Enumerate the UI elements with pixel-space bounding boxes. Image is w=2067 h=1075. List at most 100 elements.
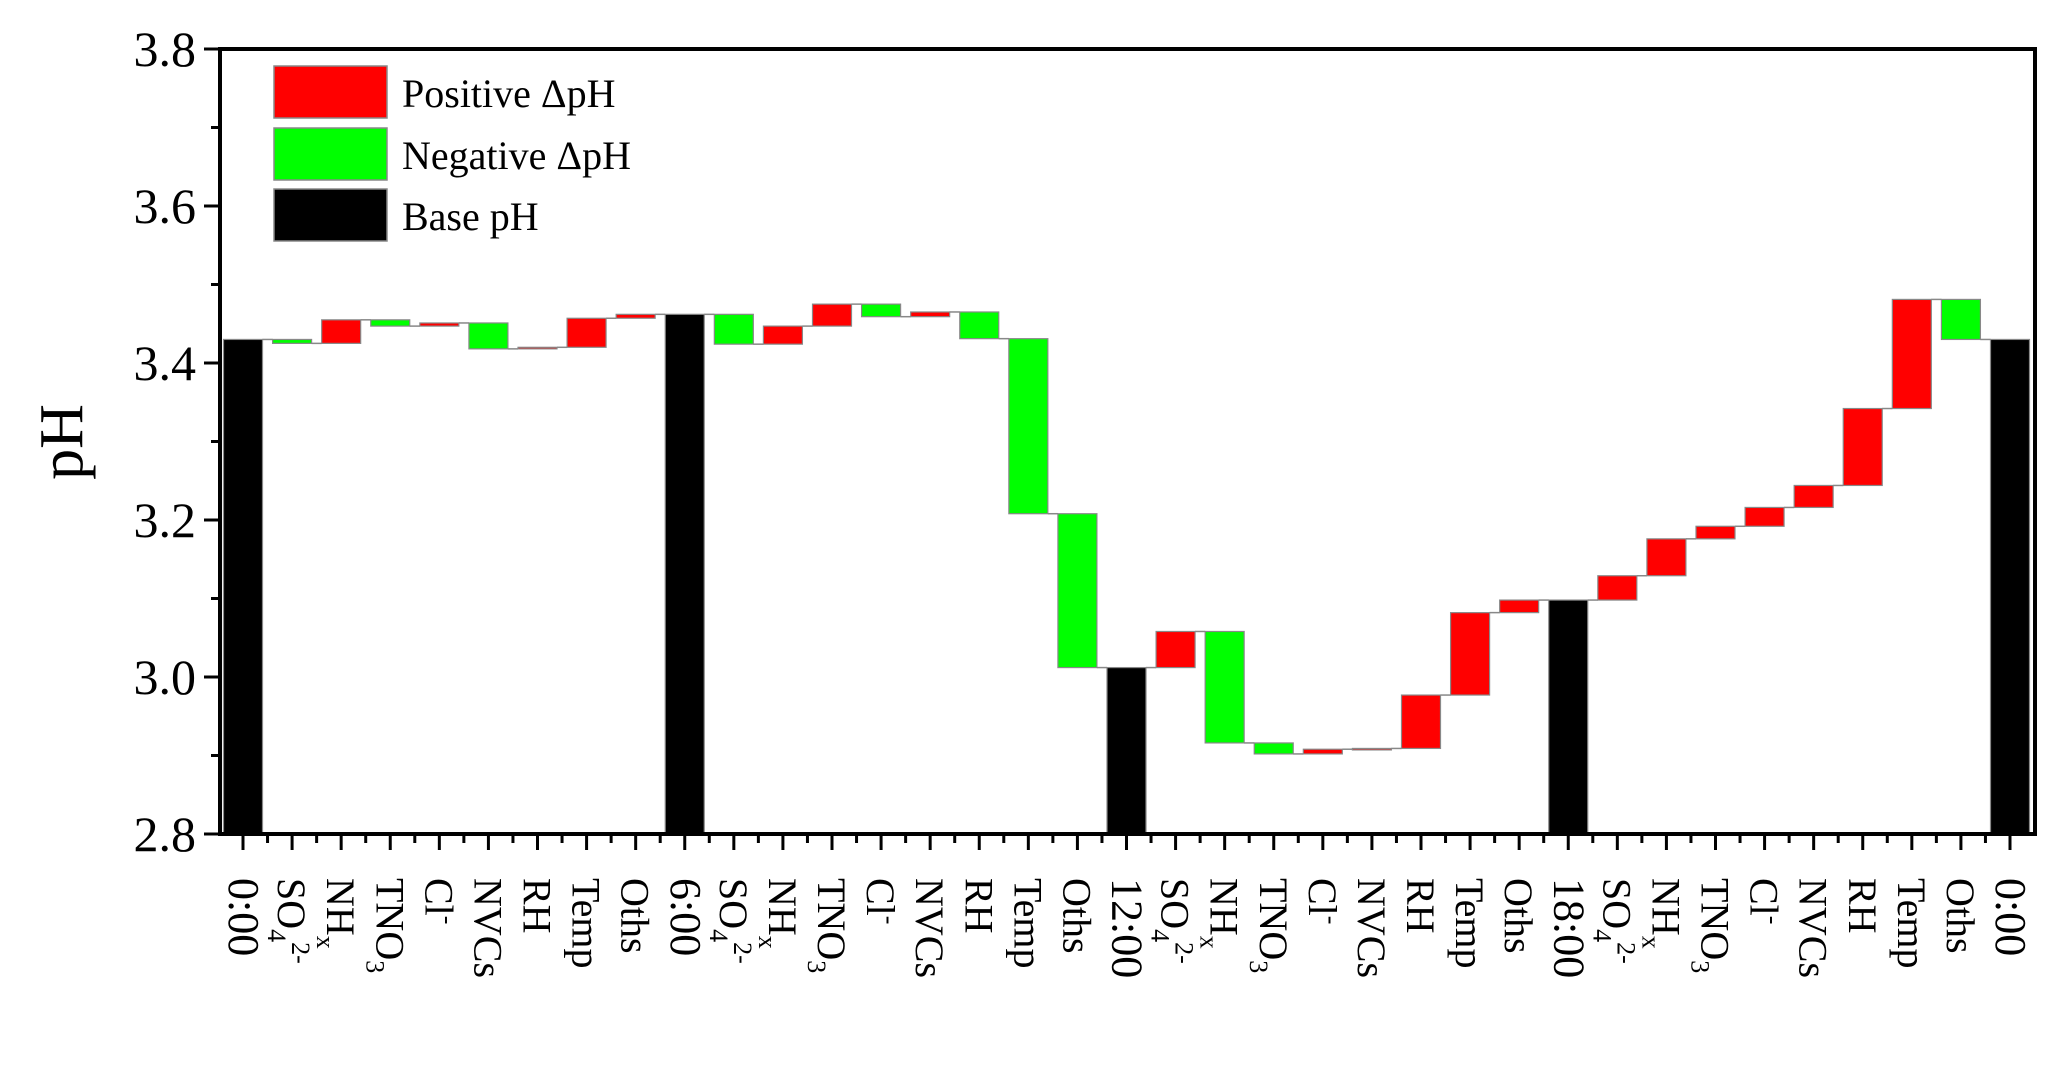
negative-delta-bar: [1204, 630, 1245, 744]
x-tick-label: TNO3: [360, 878, 412, 973]
x-tick-label: NHx: [311, 878, 363, 949]
base-ph-bar: [664, 313, 705, 835]
x-tick-label: 0:00: [1986, 878, 2035, 956]
x-tick-label: TNO3: [802, 878, 854, 973]
x-tick-label-main: Temp: [1447, 878, 1492, 969]
x-tick-label: Oths: [1496, 878, 1541, 954]
x-tick-label-subscript: 3: [802, 960, 831, 973]
positive-delta-bar: [517, 346, 558, 350]
x-tick-label-superscript: -: [1317, 916, 1346, 925]
x-tick-label-main: NH: [1643, 878, 1688, 936]
x-tick-label: Cl-: [1742, 878, 1788, 924]
negative-delta-bar: [1253, 742, 1294, 755]
negative-delta-bar: [370, 319, 411, 327]
x-tick-label-main: 6:00: [661, 878, 710, 956]
positive-delta-bar: [1449, 612, 1491, 696]
y-tick-label: 3.6: [134, 178, 197, 234]
positive-delta-bar: [910, 311, 951, 318]
x-tick-label-subscript: 4: [262, 929, 291, 942]
x-tick-label-main: SO: [269, 878, 314, 929]
positive-delta-bar: [1842, 407, 1883, 487]
x-tick-label-main: Cl: [1742, 878, 1787, 916]
positive-delta-bar: [566, 317, 607, 348]
y-axis-label: pH: [28, 404, 96, 480]
x-tick-label: Temp: [1005, 878, 1050, 969]
x-tick-label-main: NVCs: [907, 878, 952, 978]
x-tick-label-subscript: 4: [1587, 929, 1616, 942]
positive-delta-bar: [1351, 747, 1393, 751]
x-tick-label: NHx: [1636, 878, 1688, 949]
x-tick-label-main: NH: [318, 878, 363, 936]
base-ph-bar: [1548, 599, 1589, 835]
x-tick-label-main: TNO: [1693, 878, 1738, 960]
x-tick-label-main: TNO: [1251, 878, 1296, 960]
x-tick-label-main: NH: [1202, 878, 1247, 936]
bars-layer: [222, 298, 2031, 835]
x-tick-label-subscript: x: [1636, 936, 1665, 949]
x-tick-label: 6:00: [661, 878, 710, 956]
x-tick-label: NVCs: [1349, 878, 1394, 978]
x-tick-label: Cl-: [858, 878, 904, 924]
base-ph-bar: [1989, 338, 2031, 835]
x-tick-label: NVCs: [465, 878, 510, 978]
x-tick-label-main: Cl: [1300, 878, 1345, 916]
x-tick-label: NVCs: [907, 878, 952, 978]
x-tick-label: NHx: [753, 878, 805, 949]
x-tick-label-superscript: -: [875, 916, 904, 925]
x-tick-label-subscript: 3: [360, 960, 389, 973]
x-tick-label-main: SO: [1594, 878, 1639, 929]
x-tick-label-main: Oths: [613, 878, 658, 954]
y-tick-label: 3.0: [134, 649, 197, 705]
positive-delta-bar: [1400, 694, 1442, 750]
positive-delta-bar: [1744, 506, 1785, 527]
x-tick-label-superscript: 2-: [1170, 942, 1199, 964]
x-tick-label: Cl-: [416, 878, 462, 924]
x-tick-label: RH: [1840, 878, 1885, 934]
positive-delta-bar: [1793, 484, 1834, 509]
connectors-layer: [262, 298, 1991, 755]
x-tick-label-main: NVCs: [1349, 878, 1394, 978]
x-tick-label-main: 0:00: [219, 878, 268, 956]
negative-delta-bar: [1057, 513, 1098, 669]
positive-delta-bar: [762, 325, 804, 345]
y-axis: 2.8 3.0 3.2 3.4 3.6 3.8: [134, 21, 220, 862]
negative-delta-bar: [1008, 338, 1049, 515]
x-tick-label-main: Cl: [858, 878, 903, 916]
x-tick-label-main: 0:00: [1986, 878, 2035, 956]
legend-label-positive: Positive ΔpH: [402, 71, 616, 116]
x-tick-label-main: Oths: [1938, 878, 1983, 954]
negative-delta-bar: [271, 338, 313, 344]
y-tick-label: 3.8: [134, 21, 197, 77]
x-tick-label: Temp: [1889, 878, 1934, 969]
x-tick-label-main: Temp: [1005, 878, 1050, 969]
x-tick-label-main: RH: [1398, 878, 1443, 934]
x-tick-label-main: NVCs: [465, 878, 510, 978]
x-tick-label-main: NVCs: [1791, 878, 1836, 978]
x-tick-label: SO42-: [704, 878, 757, 964]
x-tick-label-main: Oths: [1496, 878, 1541, 954]
base-ph-bar: [222, 338, 264, 835]
x-tick-label-main: Oths: [1054, 878, 1099, 954]
negative-delta-bar: [468, 322, 509, 350]
positive-delta-bar: [1302, 748, 1343, 755]
x-tick-label: NVCs: [1791, 878, 1836, 978]
positive-delta-bar: [1891, 298, 1932, 410]
x-tick-label: SO42-: [1146, 878, 1199, 964]
x-tick-label: SO42-: [262, 878, 315, 964]
x-tick-label-superscript: 2-: [1611, 942, 1640, 964]
x-tick-label-superscript: -: [1759, 916, 1788, 925]
x-tick-label: RH: [515, 878, 560, 934]
x-tick-label-main: Temp: [1889, 878, 1934, 969]
x-tick-label-subscript: 3: [1686, 960, 1715, 973]
negative-delta-bar: [713, 313, 754, 345]
x-tick-label-subscript: 4: [704, 929, 733, 942]
positive-delta-bar: [1695, 525, 1736, 540]
x-tick-label: 12:00: [1103, 878, 1152, 978]
x-tick-label-subscript: x: [1195, 936, 1224, 949]
x-tick-label-subscript: x: [753, 936, 782, 949]
x-tick-label-main: Cl: [416, 878, 461, 916]
y-tick-label: 2.8: [134, 806, 197, 862]
legend-swatch-negative: [273, 127, 388, 181]
